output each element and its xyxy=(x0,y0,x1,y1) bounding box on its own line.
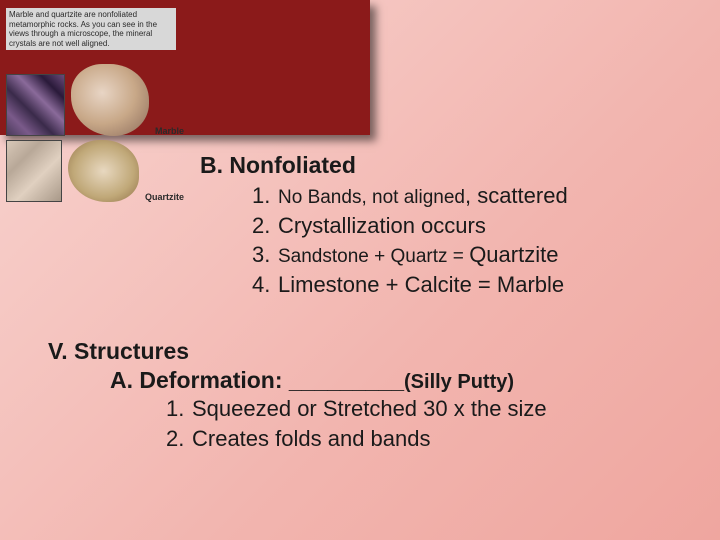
item-number: 3. xyxy=(252,240,278,270)
list-item: 2.Crystallization occurs xyxy=(252,211,710,241)
marble-label: Marble xyxy=(155,126,184,136)
rock-image-panel: Marble Quartzite xyxy=(6,64,184,202)
section-v-heading: V. Structures xyxy=(48,338,688,365)
subsection-a-deformation: A. Deformation: _________(Silly Putty) xyxy=(48,367,688,394)
section-v-structures: V. Structures A. Deformation: _________(… xyxy=(48,338,688,453)
marble-microscope-image xyxy=(6,74,65,136)
item-text: Crystallization occurs xyxy=(278,213,486,238)
item-number: 1. xyxy=(166,394,192,424)
list-item: 1.Squeezed or Stretched 30 x the size xyxy=(166,394,688,424)
item-number: 1. xyxy=(252,181,278,211)
sub-a-label: A. Deformation: xyxy=(110,367,283,393)
list-item: 3.Sandstone + Quartz = Quartzite xyxy=(252,240,710,270)
item-number: 2. xyxy=(166,424,192,454)
marble-specimen-image xyxy=(71,64,149,136)
quartzite-label: Quartzite xyxy=(145,192,184,202)
item-text-small: Sandstone + Quartz = xyxy=(278,246,469,267)
quartzite-row: Quartzite xyxy=(6,140,184,202)
section-v-list: 1.Squeezed or Stretched 30 x the size 2.… xyxy=(48,394,688,453)
sub-a-paren: (Silly Putty) xyxy=(404,371,514,393)
fill-blank: _________ xyxy=(289,367,404,393)
item-text: Quartzite xyxy=(469,242,558,267)
list-item: 2.Creates folds and bands xyxy=(166,424,688,454)
figure-caption: Marble and quartzite are nonfoliated met… xyxy=(6,8,176,50)
section-b-nonfoliated: B. Nonfoliated 1.No Bands, not aligned, … xyxy=(200,152,710,300)
marble-row: Marble xyxy=(6,64,184,136)
item-text: Limestone + Calcite = Marble xyxy=(278,272,564,297)
item-text: Squeezed or Stretched 30 x the size xyxy=(192,396,547,421)
quartzite-microscope-image xyxy=(6,140,62,202)
item-text: Creates folds and bands xyxy=(192,426,431,451)
item-number: 2. xyxy=(252,211,278,241)
item-number: 4. xyxy=(252,270,278,300)
quartzite-specimen-image xyxy=(68,140,139,202)
list-item: 1.No Bands, not aligned, scattered xyxy=(252,181,710,211)
list-item: 4.Limestone + Calcite = Marble xyxy=(252,270,710,300)
item-text: , scattered xyxy=(465,183,568,208)
item-text-small: No Bands, not aligned xyxy=(278,187,465,208)
section-b-list: 1.No Bands, not aligned, scattered 2.Cry… xyxy=(200,181,710,300)
section-b-heading: B. Nonfoliated xyxy=(200,152,710,179)
